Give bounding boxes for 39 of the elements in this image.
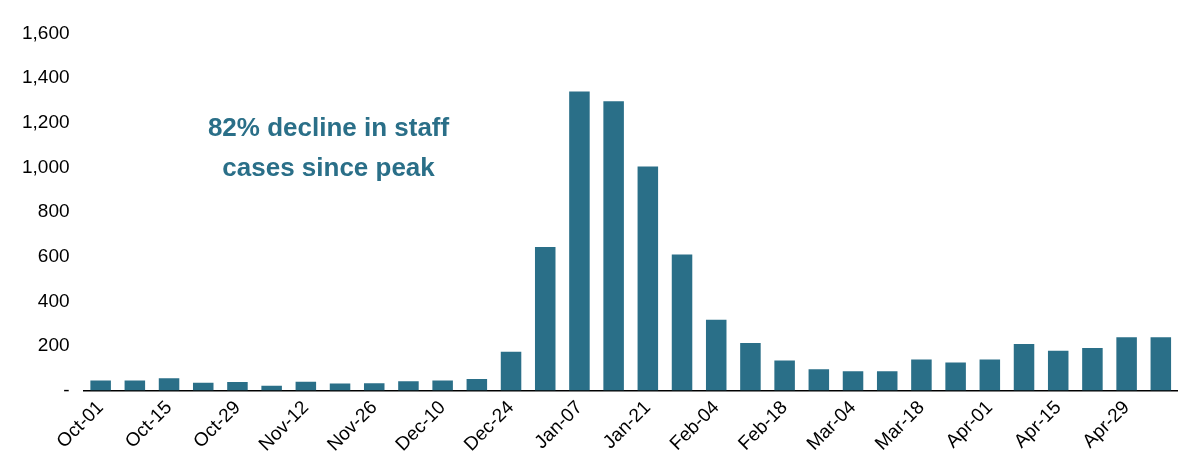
bar xyxy=(569,91,590,391)
bar xyxy=(1047,350,1069,391)
bar xyxy=(158,378,180,391)
bar xyxy=(1082,347,1103,391)
bar xyxy=(603,101,624,391)
bar xyxy=(1150,337,1172,391)
bar xyxy=(979,359,1001,391)
annotation: 82% decline in staff cases since peak xyxy=(207,111,450,182)
y-tick-label: 200 xyxy=(37,334,70,356)
bar xyxy=(500,351,522,391)
bar xyxy=(911,359,932,391)
bar xyxy=(192,382,214,391)
bar xyxy=(90,380,111,391)
y-tick-label: 1,400 xyxy=(22,66,70,88)
bar xyxy=(534,247,556,391)
bar xyxy=(466,378,488,391)
bar xyxy=(1013,343,1035,391)
y-tick-label: 1,200 xyxy=(22,110,70,132)
bar xyxy=(329,383,351,391)
bar xyxy=(774,360,795,391)
bar xyxy=(740,343,761,391)
y-tick-label: 400 xyxy=(37,289,70,311)
bar xyxy=(671,254,693,391)
bar xyxy=(1116,337,1137,391)
y-tick-label: 600 xyxy=(37,244,70,266)
bar xyxy=(808,369,830,391)
bar xyxy=(842,371,864,391)
bar xyxy=(363,383,385,391)
y-tick-label: 1,000 xyxy=(22,155,70,177)
bar xyxy=(876,371,898,391)
bar xyxy=(227,382,248,391)
bar xyxy=(637,166,659,391)
bar xyxy=(705,319,727,391)
bar xyxy=(945,362,966,391)
y-tick-label: - xyxy=(63,378,70,400)
bar xyxy=(432,380,453,391)
y-tick-label: 1,600 xyxy=(22,21,70,43)
y-tick-label: 800 xyxy=(37,200,70,222)
bar xyxy=(398,381,419,391)
